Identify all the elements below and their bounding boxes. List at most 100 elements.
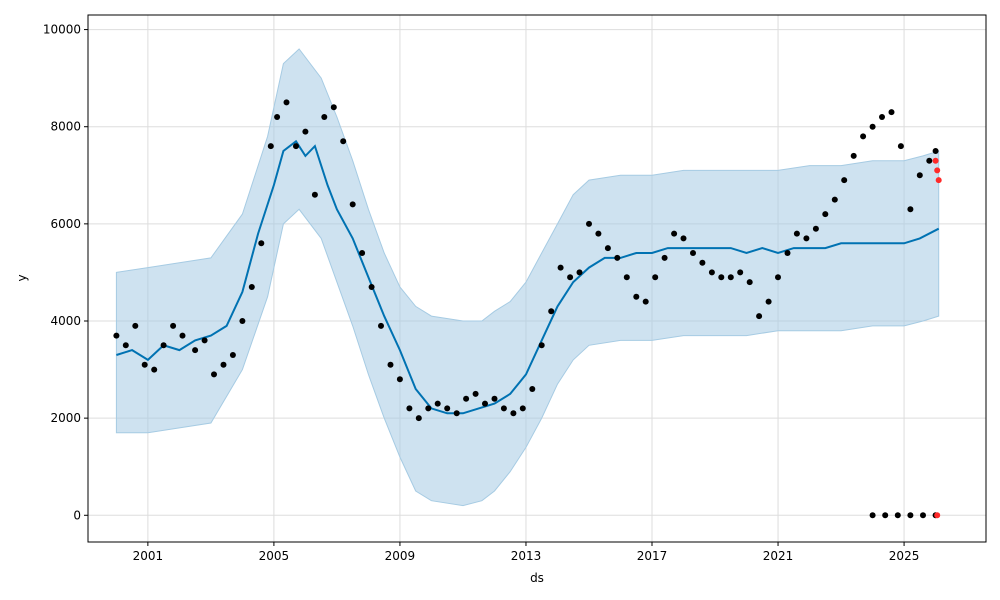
observed-point — [869, 512, 876, 519]
observed-point — [614, 254, 621, 261]
y-tick-label: 4000 — [50, 314, 81, 328]
observed-point — [604, 245, 611, 252]
observed-point — [576, 269, 583, 276]
observed-point — [425, 405, 432, 412]
observed-point — [311, 191, 318, 198]
observed-point — [113, 332, 120, 339]
observed-point — [491, 395, 498, 402]
observed-point — [567, 274, 574, 281]
observed-point — [916, 172, 923, 179]
observed-point — [841, 177, 848, 184]
uncertainty-band — [115, 48, 940, 507]
observed-point — [519, 405, 526, 412]
observed-point — [746, 279, 753, 286]
highlight-point — [934, 167, 941, 174]
observed-point — [387, 361, 394, 368]
observed-point — [201, 337, 208, 344]
observed-point — [538, 342, 545, 349]
observed-point — [879, 114, 885, 120]
observed-point — [775, 274, 781, 281]
forecast-line — [116, 139, 940, 415]
plot-frame — [87, 14, 987, 543]
observed-point — [907, 206, 914, 213]
observed-point — [907, 512, 914, 519]
observed-point — [415, 415, 422, 422]
y-tick-label: 0 — [73, 508, 81, 522]
observed-point — [633, 293, 640, 300]
observed-point — [160, 342, 167, 349]
x-tick-label: 2025 — [889, 549, 920, 563]
observed-point — [690, 250, 696, 256]
observed-point — [661, 254, 668, 261]
observed-point — [529, 386, 536, 392]
y-axis-ticks: 0 2000 4000 6000 8000 10000 — [43, 23, 88, 522]
observed-point — [850, 152, 857, 159]
observed-point — [932, 148, 939, 154]
observed-point — [897, 143, 904, 150]
x-axis-ticks: 2001 2005 2009 2013 2017 2021 2025 — [133, 542, 920, 563]
highlight-point — [934, 512, 941, 519]
x-tick-label: 2021 — [763, 549, 794, 563]
observed-point — [926, 157, 933, 164]
observed-point — [765, 298, 772, 305]
observed-point — [831, 196, 838, 203]
observed-point — [812, 225, 819, 232]
observed-point — [718, 274, 725, 281]
observed-point — [434, 400, 441, 407]
observed-point — [472, 390, 479, 397]
observed-point — [737, 269, 744, 276]
y-axis-label: y — [15, 274, 29, 281]
observed-point — [132, 322, 139, 329]
observed-point — [671, 230, 678, 237]
observed-point — [708, 269, 715, 276]
x-tick-label: 2009 — [385, 549, 416, 563]
observed-point — [463, 395, 470, 402]
observed-point — [803, 235, 810, 242]
y-tick-label: 6000 — [50, 217, 81, 231]
x-axis-label: ds — [530, 571, 544, 585]
observed-point — [302, 128, 309, 135]
observed-point — [141, 361, 148, 368]
observed-point — [321, 114, 328, 120]
observed-point — [359, 250, 366, 256]
observed-point — [595, 230, 602, 237]
observed-point — [756, 313, 763, 320]
observed-point — [500, 405, 507, 412]
highlight-points — [932, 157, 942, 519]
observed-point — [510, 410, 517, 417]
forecast-line-group — [116, 139, 940, 415]
observed-point — [727, 274, 734, 281]
observed-point — [274, 114, 281, 120]
observed-point — [453, 410, 460, 417]
observed-point — [267, 143, 274, 150]
observed-point — [378, 322, 384, 329]
x-tick-label: 2013 — [511, 549, 542, 563]
observed-point — [793, 230, 800, 237]
observed-point — [822, 211, 829, 218]
observed-point — [557, 264, 564, 271]
x-tick-label: 2017 — [637, 549, 668, 563]
highlight-point — [935, 177, 942, 184]
x-tick-label: 2005 — [259, 549, 290, 563]
observed-point — [482, 400, 488, 407]
observed-point — [239, 318, 246, 324]
observed-point — [368, 284, 375, 290]
observed-point — [283, 99, 290, 106]
observed-point — [444, 405, 451, 412]
observed-point — [229, 352, 236, 358]
observed-point — [248, 284, 255, 290]
observed-point — [170, 322, 177, 329]
observed-point — [220, 361, 227, 368]
observed-point — [122, 342, 129, 349]
observed-point — [652, 274, 659, 281]
observed-point — [179, 332, 186, 339]
observed-point — [920, 512, 926, 519]
observed-point — [330, 104, 337, 111]
observed-point — [784, 250, 791, 256]
observed-point — [894, 512, 901, 519]
uncertainty-area — [115, 48, 940, 507]
y-tick-label: 8000 — [50, 120, 81, 134]
observed-point — [396, 376, 403, 383]
observed-point — [211, 371, 217, 378]
